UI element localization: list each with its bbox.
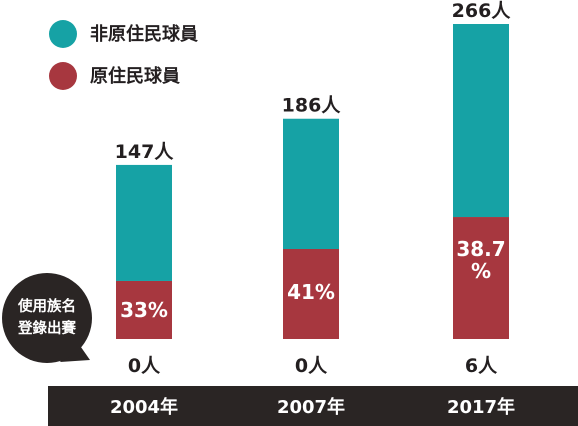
bar-non-indigenous-2 xyxy=(453,24,509,218)
total-label-1: 186人 xyxy=(282,95,342,117)
share-label-1: 41% xyxy=(287,280,335,304)
callout-bubble xyxy=(2,273,92,363)
year-label-0: 2004年 xyxy=(110,396,178,418)
year-axis-band: 2004年 2007年 2017年 xyxy=(48,386,578,426)
legend-swatch-1 xyxy=(49,62,77,90)
share-label-2-0: 38.7 xyxy=(456,237,505,261)
year-band xyxy=(48,386,578,426)
bar-non-indigenous-0 xyxy=(116,164,172,281)
callout-line-1: 登錄出賽 xyxy=(17,319,76,337)
legend-label-1: 原住民球員 xyxy=(90,65,180,87)
bar-indigenous-1 xyxy=(283,249,339,339)
bar-indigenous-0 xyxy=(116,280,172,339)
share-label-2-1: % xyxy=(471,259,491,283)
year-label-2: 2017年 xyxy=(447,396,515,418)
legend-swatch-0 xyxy=(49,20,77,48)
legend-label-0: 非原住民球員 xyxy=(90,23,198,45)
tribal-count-label-1: 0人 xyxy=(295,355,328,377)
total-label-2: 266人 xyxy=(452,0,512,22)
total-label-0: 147人 xyxy=(115,141,175,163)
share-label-0: 33% xyxy=(120,298,168,322)
callout-line-0: 使用族名 xyxy=(17,297,76,315)
tribal-count-label-0: 0人 xyxy=(128,355,161,377)
year-label-1: 2007年 xyxy=(277,396,345,418)
bars: 147人 33% 0人 186人 41% 0人 266人 38.7% 6人 xyxy=(115,0,512,377)
bar-indigenous-2 xyxy=(453,217,509,339)
bar-non-indigenous-1 xyxy=(283,118,339,249)
tribal-count-label-2: 6人 xyxy=(465,355,498,377)
